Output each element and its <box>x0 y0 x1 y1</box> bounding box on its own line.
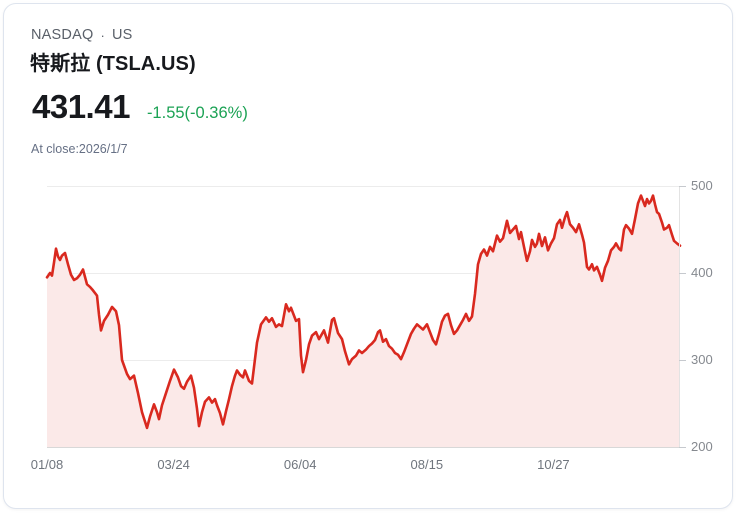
stock-title: 特斯拉 (TSLA.US) <box>30 53 196 75</box>
x-axis-line <box>47 447 680 448</box>
as-of-timestamp: At close:2026/1/7 <box>31 142 128 156</box>
area-fill <box>47 195 680 447</box>
exchange-separator-dot: · <box>100 27 105 43</box>
price-line <box>45 194 682 430</box>
x-axis-label-03-24: 03/24 <box>157 457 190 472</box>
last-price: 431.41 <box>32 88 130 125</box>
x-axis-label-01-08: 01/08 <box>30 457 64 472</box>
price-change: -1.55(-0.36%) <box>146 104 248 122</box>
x-axis-label-06-04: 06/04 <box>283 457 317 472</box>
exchange-label: NASDAQ <box>31 27 94 43</box>
x-axis-label-10-27: 10/27 <box>537 457 570 472</box>
plot-area[interactable] <box>45 186 682 448</box>
exchange-row: NASDAQ · US <box>31 27 133 43</box>
x-axis-label-08-15: 08/15 <box>410 457 444 472</box>
stock-quote-card: NASDAQ · US 特斯拉 (TSLA.US) 431.41 -1.55(-… <box>3 3 733 509</box>
price-chart: 500 400 300 200 01/08 03/24 06/04 08/15 10/27 <box>4 4 732 508</box>
region-label: US <box>111 27 133 43</box>
y-tick-300 <box>679 360 686 361</box>
y-axis-label-300: 300 <box>691 352 713 367</box>
y-axis-label-200: 200 <box>691 439 713 454</box>
y-tick-500 <box>679 186 686 187</box>
plot-right-border <box>679 186 680 447</box>
price-row: 431.41 -1.55(-0.36%) <box>32 88 248 126</box>
price-series-svg <box>45 194 682 447</box>
y-tick-400 <box>679 273 686 274</box>
gridline-500 <box>47 186 680 187</box>
y-axis-label-400: 400 <box>691 265 713 280</box>
gridline-400 <box>47 273 680 274</box>
y-axis-label-500: 500 <box>691 178 713 193</box>
y-tick-200 <box>679 447 686 448</box>
